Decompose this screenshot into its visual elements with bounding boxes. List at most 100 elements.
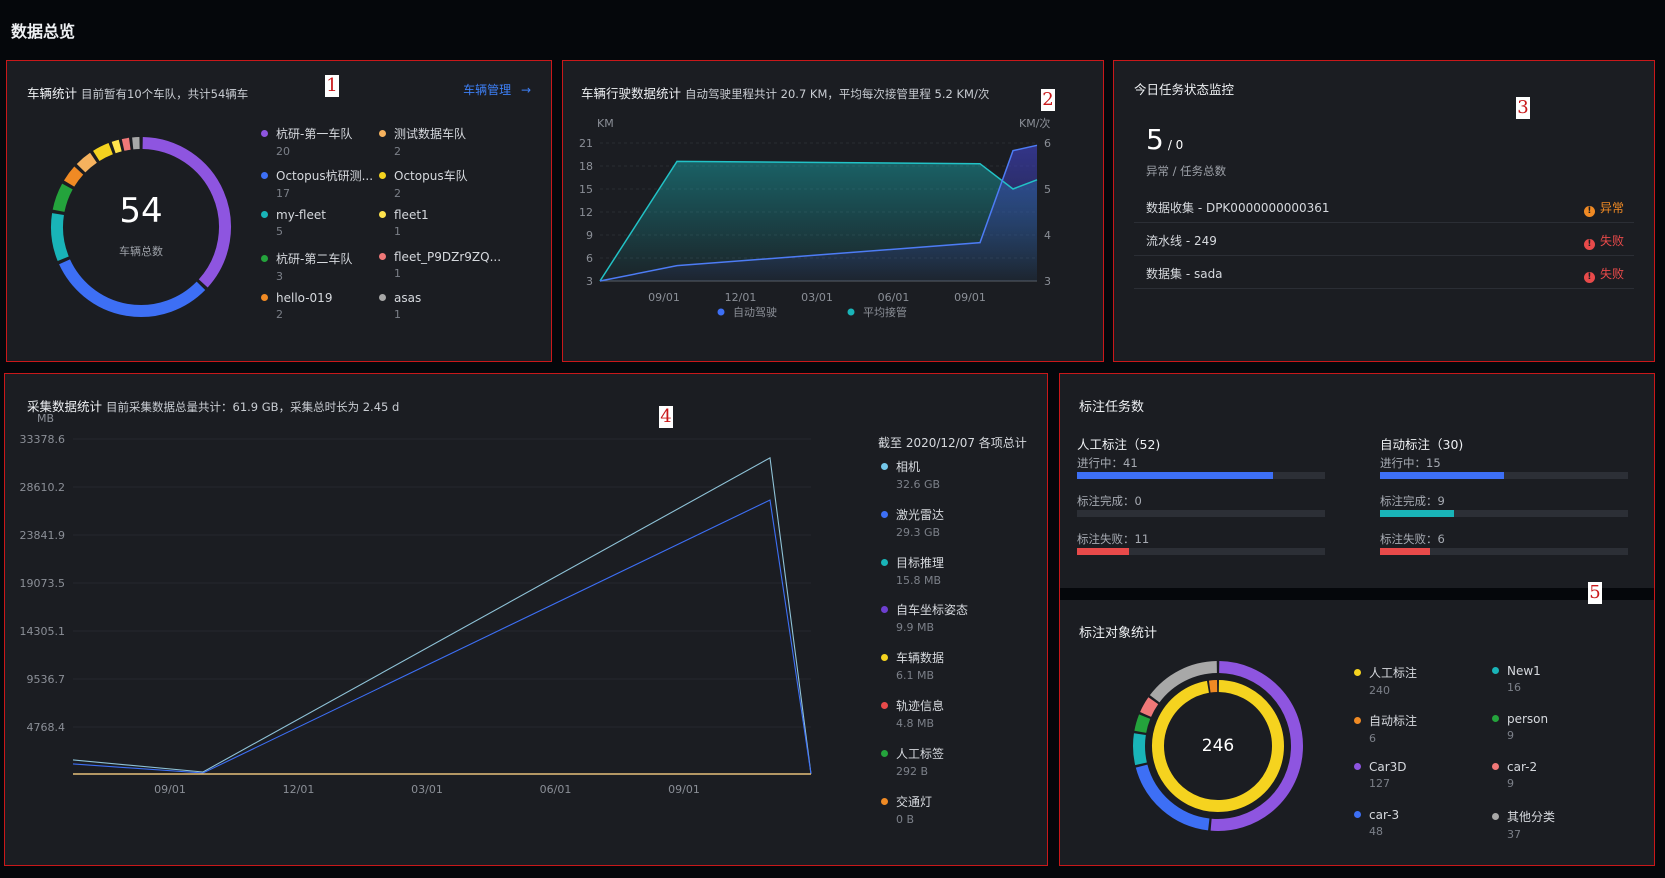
left-tick-label: 3 bbox=[586, 275, 593, 288]
vehicle-legend-item[interactable]: my-fleet 5 bbox=[261, 208, 326, 238]
arrow-right-icon: → bbox=[520, 83, 531, 97]
legend-value: 1 bbox=[394, 266, 401, 280]
vehicle-stats-panel: 车辆统计 目前暂有10个车队，共计54辆车 车辆管理 → 54 车辆总数 杭研-第… bbox=[6, 60, 552, 362]
label-objects-donut-chart bbox=[1133, 661, 1303, 831]
vehicle-legend-item[interactable]: fleet_P9DZr9ZQ... 1 bbox=[379, 250, 501, 280]
vehicle-legend-item[interactable]: fleet1 1 bbox=[379, 208, 429, 238]
legend-name: 杭研-第二车队 bbox=[276, 251, 353, 266]
legend-dot bbox=[379, 171, 386, 179]
collect-stats-title: 采集数据统计 目前采集数据总量共计：61.9 GB，采集总时长为 2.45 d bbox=[27, 396, 399, 415]
legend-value: 48 bbox=[1369, 825, 1383, 838]
legend-name: Octopus车队 bbox=[394, 168, 468, 183]
donut-slice-fleet1 bbox=[111, 139, 122, 154]
x-tick-label: 09/01 bbox=[954, 291, 986, 304]
task-row[interactable]: 数据集 - 测试下label显示问题 !失败 bbox=[1134, 288, 1634, 299]
collect-legend-item[interactable]: 车辆数据 6.1 MB bbox=[881, 649, 944, 682]
progress-track bbox=[1380, 548, 1628, 555]
vehicle-legend-item[interactable]: 杭研-第二车队 3 bbox=[261, 250, 352, 283]
legend-name: person bbox=[1507, 712, 1549, 726]
collect-legend-item[interactable]: 目标推理 15.8 MB bbox=[881, 554, 944, 587]
task-monitor-title: 今日任务状态监控 bbox=[1134, 82, 1235, 97]
label-objects-legend-item[interactable]: New1 16 bbox=[1492, 664, 1541, 694]
series-line-相机 bbox=[72, 456, 812, 775]
collect-stats-panel: 采集数据统计 目前采集数据总量共计：61.9 GB，采集总时长为 2.45 d M… bbox=[4, 373, 1048, 866]
label-objects-legend-item[interactable]: 其他分类 37 bbox=[1492, 808, 1555, 841]
legend-dot bbox=[379, 211, 386, 218]
x-tick-label: 03/01 bbox=[411, 783, 443, 796]
y-tick-label: 9536.7 bbox=[27, 673, 66, 686]
vehicle-manage-link[interactable]: 车辆管理 → bbox=[463, 81, 531, 98]
legend-label: 平均接管 bbox=[863, 305, 907, 319]
legend-name: hello-019 bbox=[276, 291, 333, 305]
driving-line-chart: KM KM/次 21 18 15 12 9 6 3 6 5 4 3 09/01 12/01 03/01 06/0… bbox=[579, 116, 1051, 319]
alert-icon: ! bbox=[1583, 272, 1595, 283]
label-task-row-label: 标注完成：0 bbox=[1077, 494, 1142, 508]
progress-fill bbox=[1077, 548, 1130, 555]
legend-name: New1 bbox=[1507, 664, 1541, 678]
vehicle-legend-item[interactable]: hello-019 2 bbox=[261, 291, 332, 321]
collect-legend-item[interactable]: 人工标签 292 B bbox=[881, 745, 944, 778]
task-status-label: 失败 bbox=[1599, 234, 1624, 248]
right-tick-label: 3 bbox=[1044, 275, 1051, 288]
legend-name: asas bbox=[394, 291, 422, 305]
legend-value: 16 bbox=[1507, 681, 1521, 694]
label-objects-legend-item[interactable]: 人工标注 240 bbox=[1354, 664, 1417, 697]
legend-dot bbox=[881, 702, 888, 709]
label-tasks-title: 标注任务数 bbox=[1079, 400, 1145, 415]
legend-value: 37 bbox=[1507, 828, 1521, 841]
legend-dot bbox=[881, 558, 888, 566]
vehicle-legend-item[interactable]: Octopus杭研测... 17 bbox=[261, 167, 373, 200]
label-objects-legend-item[interactable]: person 9 bbox=[1492, 712, 1548, 742]
label-objects-legend-item[interactable]: 自动标注 6 bbox=[1354, 712, 1417, 745]
vehicle-legend-item[interactable]: asas 1 bbox=[379, 291, 421, 321]
task-list[interactable]: 数据收集 - DPK0000000000361! 异常 流水线 - 249! 失败 数据… bbox=[1114, 189, 1654, 299]
label-objects-total: 246 bbox=[1201, 736, 1235, 756]
label-objects-title: 标注对象统计 bbox=[1079, 626, 1158, 641]
legend-dot bbox=[261, 171, 268, 179]
task-monitor-panel: 今日任务状态监控 5/ 0 异常 / 任务总数 数据收集 - DPK000000… bbox=[1113, 60, 1655, 362]
donut-slice-其他分类 bbox=[1149, 661, 1218, 703]
label-objects-legend-item[interactable]: Car3D 127 bbox=[1354, 760, 1407, 790]
vehicle-legend-item[interactable]: 测试数据车队 2 bbox=[379, 125, 466, 158]
collect-legend-item[interactable]: 轨迹信息 4.8 MB bbox=[881, 697, 944, 730]
legend-dot bbox=[1492, 715, 1499, 722]
panel-divider bbox=[1060, 588, 1654, 600]
marker-2: 2 bbox=[1041, 89, 1055, 111]
legend-name: 相机 bbox=[896, 460, 921, 474]
vehicle-legend-item[interactable]: 杭研-第一车队 20 bbox=[261, 125, 352, 158]
legend-value: 6 bbox=[1369, 732, 1376, 745]
legend-dot bbox=[1354, 811, 1361, 818]
progress-fill bbox=[1077, 472, 1273, 479]
task-row[interactable]: 数据集 - sada! 失败 bbox=[1134, 255, 1634, 289]
task-row[interactable]: 数据收集 - DPK0000000000361! 异常 bbox=[1134, 189, 1634, 223]
legend-name: 自车坐标姿态 bbox=[896, 603, 969, 618]
legend-name: 杭研-第一车队 bbox=[276, 127, 353, 141]
collect-legend-item[interactable]: 自车坐标姿态 9.9 MB bbox=[881, 601, 968, 634]
collect-legend-title: 截至 2020/12/07 各项总计 bbox=[878, 436, 1027, 450]
label-stats-panel: 标注任务数 人工标注（52) 进行中：41 标注完成：0 标注失败：11 自动标注（30… bbox=[1059, 373, 1655, 866]
x-tick-label: 09/01 bbox=[668, 783, 700, 796]
legend-dot bbox=[379, 130, 386, 137]
collect-legend-item[interactable]: 激光雷达 29.3 GB bbox=[881, 506, 944, 539]
task-status-label: 异常 bbox=[1599, 201, 1624, 215]
left-tick-label: 15 bbox=[579, 183, 593, 196]
task-row[interactable]: 流水线 - 249! 失败 bbox=[1134, 222, 1634, 256]
legend-dot bbox=[261, 254, 268, 262]
driving-stats-subtitle: 自动驾驶里程共计 20.7 KM，平均每次接管里程 5.2 KM/次 bbox=[685, 87, 990, 101]
legend-dot bbox=[1354, 763, 1361, 770]
right-tick-label: 5 bbox=[1044, 183, 1051, 196]
label-objects-legend-item[interactable]: car-3 48 bbox=[1354, 808, 1399, 838]
task-total-value: / 0 bbox=[1167, 138, 1184, 152]
collect-line-chart: MB 33378.6 28610.2 23841.9 19073.5 14305.1 953… bbox=[20, 412, 812, 796]
donut-slice-Octopus杭研测... bbox=[59, 259, 206, 317]
legend-name: 人工标签 bbox=[896, 746, 945, 761]
donut-slice-hello-019 bbox=[63, 166, 84, 187]
legend-dot bbox=[1354, 717, 1361, 724]
task-name: 流水线 - 249 bbox=[1146, 234, 1217, 248]
collect-legend-item[interactable]: 交通灯 0 B bbox=[881, 793, 932, 826]
label-objects-legend-item[interactable]: car-2 9 bbox=[1492, 760, 1537, 790]
vehicle-legend-item[interactable]: Octopus车队 2 bbox=[379, 167, 468, 200]
legend-dot bbox=[847, 308, 855, 316]
collect-legend-item[interactable]: 相机 32.6 GB bbox=[881, 458, 940, 491]
legend-name: 交通灯 bbox=[896, 794, 933, 809]
